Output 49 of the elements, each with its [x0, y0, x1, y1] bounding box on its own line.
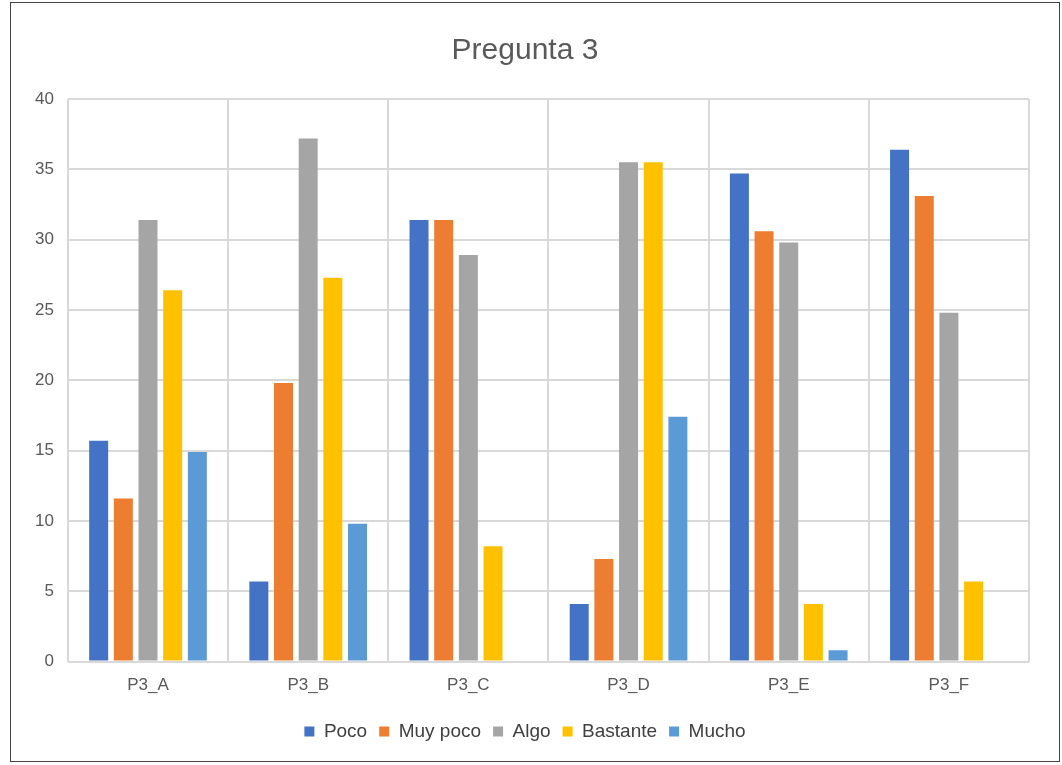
bar [483, 546, 503, 661]
bar [249, 581, 269, 661]
bar [619, 162, 639, 661]
x-tick-label: P3_F [928, 675, 970, 695]
bar [803, 603, 823, 661]
y-tick-label: 25 [34, 299, 54, 319]
y-tick-label: 30 [34, 229, 54, 249]
y-tick-label: 15 [34, 440, 54, 460]
bar [298, 138, 318, 661]
bar [594, 558, 614, 661]
bar [779, 242, 799, 661]
x-tick-label: P3_D [607, 675, 650, 695]
bar [187, 452, 207, 661]
bar [890, 149, 910, 661]
bar [89, 440, 109, 661]
x-tick-label: P3_A [127, 675, 170, 695]
bar [754, 231, 774, 661]
bar [113, 498, 133, 661]
y-tick-label: 5 [44, 580, 54, 600]
bar [569, 603, 589, 661]
y-tick-label: 0 [44, 651, 54, 671]
chart-title: Pregunta 3 [451, 32, 599, 66]
bar [138, 219, 158, 661]
x-tick-label: P3_C [447, 675, 490, 695]
bar [458, 255, 478, 661]
legend-label: Bastante [582, 719, 658, 741]
legend-label: Algo [512, 719, 551, 741]
y-tick-label: 35 [34, 159, 54, 179]
bar [434, 219, 454, 661]
bar [274, 383, 294, 661]
legend-label: Mucho [688, 719, 746, 741]
bar [163, 290, 183, 661]
bar [323, 277, 343, 661]
y-tick-label: 20 [34, 369, 54, 389]
bar [668, 416, 688, 661]
bar [939, 312, 959, 661]
bar [964, 581, 984, 661]
bar [914, 196, 934, 661]
bar [729, 173, 749, 661]
bar [409, 219, 429, 661]
x-tick-label: P3_B [287, 675, 329, 695]
bar [643, 162, 663, 661]
y-tick-label: 10 [34, 510, 54, 530]
bar [348, 523, 368, 661]
legend-label: Poco [323, 719, 368, 741]
bar [828, 650, 848, 661]
legend-label: Muy poco [398, 719, 482, 741]
x-tick-label: P3_E [767, 675, 810, 695]
y-tick-label: 40 [34, 88, 54, 108]
